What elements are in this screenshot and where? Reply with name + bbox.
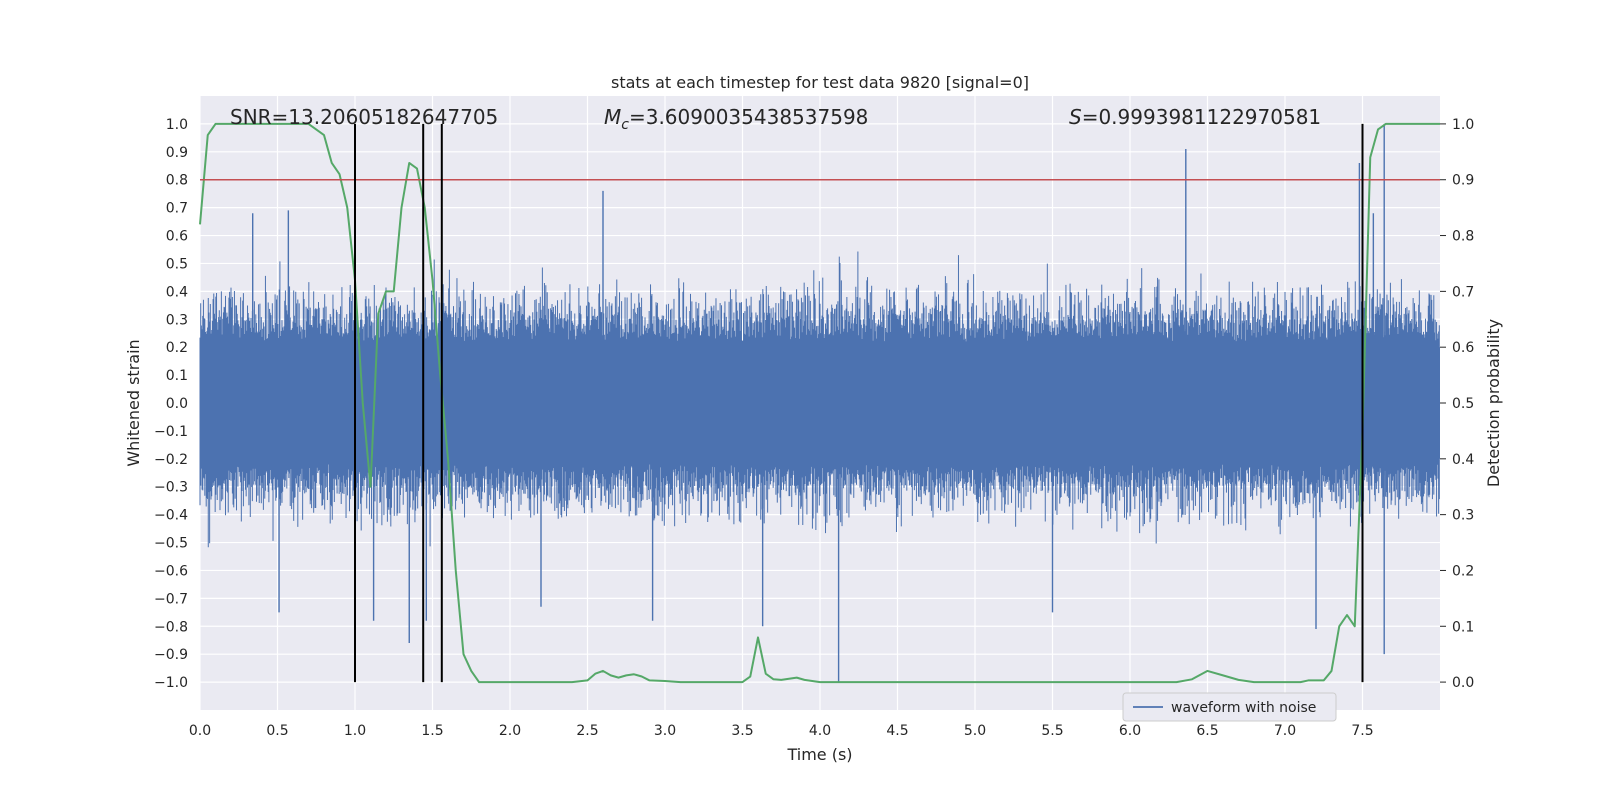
detection-probability-line: [199, 122, 1440, 684]
x-tick-label: 5.5: [1041, 723, 1063, 739]
y-right-tick-label: 0.8: [1452, 229, 1474, 245]
legend-box: [1122, 692, 1337, 722]
y-left-tick-label: 0.6: [166, 229, 188, 245]
y-left-tick-label: −0.6: [154, 563, 188, 579]
x-axis-label: Time (s): [786, 745, 852, 764]
y-right-tick-label: 0.9: [1452, 173, 1474, 189]
event-markers: [354, 123, 1364, 683]
y-right-tick-label: 0.2: [1452, 563, 1474, 579]
y-left-tick-label: −0.7: [154, 591, 188, 607]
legend: waveform with noise: [1122, 692, 1337, 722]
waveform-spikes: [252, 123, 1385, 683]
y-left-tick-label: 0.0: [166, 396, 188, 412]
y-right-axis-label: Detection probability: [1484, 319, 1503, 487]
y-left-tick-label: −0.1: [154, 424, 188, 440]
y-right-tick-label: 0.3: [1452, 508, 1474, 524]
y-left-tick-label: −0.3: [154, 480, 188, 496]
x-tick-label: 2.0: [499, 723, 521, 739]
x-tick-label: 3.5: [731, 723, 753, 739]
y-left-tick-label: 0.7: [166, 201, 188, 217]
x-tick-label: 6.5: [1196, 723, 1218, 739]
y-left-tick-label: 0.9: [166, 145, 188, 161]
y-left-tick-label: −0.2: [154, 452, 188, 468]
chirp-mass-annotation: Mc=3.6090035438537598: [604, 105, 868, 133]
x-tick-label: 4.5: [886, 723, 908, 739]
s-symbol: S: [1069, 105, 1082, 129]
mc-symbol: M: [604, 105, 621, 129]
x-tick-labels: 0.0 0.5 1.0 1.5 2.0 2.5 3.0 3.5 4.0 4.5 5.0 5.5 6.0 6…: [189, 723, 1374, 739]
y-left-tick-label: 0.4: [166, 284, 188, 300]
y-left-tick-label: −0.4: [154, 508, 188, 524]
y-right-tick-label: 0.6: [1452, 340, 1474, 356]
y-right-tick-labels: 1.0 0.9 0.8 0.7 0.6 0.5 0.4 0.3 0.2 0.1 0.0: [1440, 117, 1474, 691]
y-left-tick-label: −0.9: [154, 647, 188, 663]
y-left-tick-label: 0.1: [166, 368, 188, 384]
x-tick-label: 7.5: [1351, 723, 1373, 739]
detection-probability-series: [199, 122, 1440, 684]
significance-annotation: S=0.9993981122970581: [1069, 105, 1321, 129]
x-tick-label: 5.0: [964, 723, 986, 739]
y-left-tick-label: −0.8: [154, 619, 188, 635]
y-left-tick-label: 0.5: [166, 256, 188, 272]
y-right-tick-label: 0.4: [1452, 452, 1474, 468]
y-left-tick-label: −0.5: [154, 536, 188, 552]
x-tick-label: 0.5: [266, 723, 288, 739]
y-right-tick-label: 0.0: [1452, 675, 1474, 691]
x-tick-label: 1.0: [344, 723, 366, 739]
x-tick-label: 0.0: [189, 723, 211, 739]
y-left-tick-label: 1.0: [166, 117, 188, 133]
y-right-tick-label: 0.1: [1452, 619, 1474, 635]
y-left-tick-labels: 1.0 0.9 0.8 0.7 0.6 0.5 0.4 0.3 0.2 0.1 0.0 −0.1 −0.…: [154, 117, 188, 691]
y-right-tick-label: 1.0: [1452, 117, 1474, 133]
y-left-tick-label: 0.3: [166, 312, 188, 328]
x-tick-label: 7.0: [1274, 723, 1296, 739]
x-tick-label: 3.0: [654, 723, 676, 739]
x-tick-label: 4.0: [809, 723, 831, 739]
y-right-tick-label: 0.5: [1452, 396, 1474, 412]
y-right-tick-label: 0.7: [1452, 284, 1474, 300]
chart-title: stats at each timestep for test data 982…: [611, 73, 1029, 92]
y-left-tick-label: 0.2: [166, 340, 188, 356]
y-left-axis-label: Whitened strain: [124, 339, 143, 466]
legend-label: waveform with noise: [1171, 700, 1316, 716]
x-tick-label: 2.5: [576, 723, 598, 739]
waveform-series: [199, 123, 1440, 683]
x-tick-label: 1.5: [421, 723, 443, 739]
x-tick-label: 6.0: [1119, 723, 1141, 739]
y-left-tick-label: −1.0: [154, 675, 188, 691]
y-left-tick-label: 0.8: [166, 173, 188, 189]
snr-annotation: SNR=13.20605182647705: [230, 105, 498, 129]
waveform-noise: [199, 251, 1440, 550]
mc-value: =3.6090035438537598: [629, 105, 868, 129]
s-value: =0.9993981122970581: [1082, 105, 1321, 129]
mc-subscript: c: [621, 117, 629, 133]
